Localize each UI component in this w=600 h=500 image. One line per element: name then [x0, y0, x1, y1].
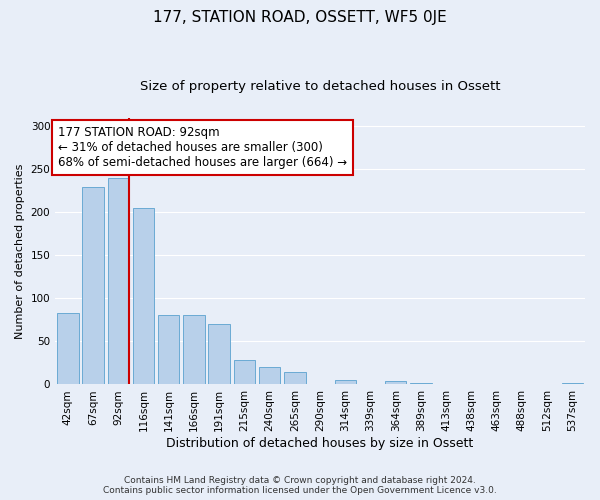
Y-axis label: Number of detached properties: Number of detached properties: [15, 164, 25, 339]
Bar: [57, 313, 79, 384]
Bar: [562, 382, 583, 384]
Bar: [410, 382, 432, 384]
Text: Contains HM Land Registry data © Crown copyright and database right 2024.
Contai: Contains HM Land Registry data © Crown c…: [103, 476, 497, 495]
Bar: [208, 324, 230, 384]
Bar: [335, 380, 356, 384]
Bar: [158, 315, 179, 384]
Text: 177, STATION ROAD, OSSETT, WF5 0JE: 177, STATION ROAD, OSSETT, WF5 0JE: [153, 10, 447, 25]
Bar: [133, 208, 154, 384]
X-axis label: Distribution of detached houses by size in Ossett: Distribution of detached houses by size …: [166, 437, 474, 450]
Bar: [385, 381, 406, 384]
Bar: [107, 178, 129, 384]
Bar: [82, 186, 104, 384]
Bar: [233, 360, 255, 384]
Bar: [259, 368, 280, 384]
Bar: [284, 372, 305, 384]
Bar: [183, 315, 205, 384]
Text: 177 STATION ROAD: 92sqm
← 31% of detached houses are smaller (300)
68% of semi-d: 177 STATION ROAD: 92sqm ← 31% of detache…: [58, 126, 347, 169]
Title: Size of property relative to detached houses in Ossett: Size of property relative to detached ho…: [140, 80, 500, 93]
